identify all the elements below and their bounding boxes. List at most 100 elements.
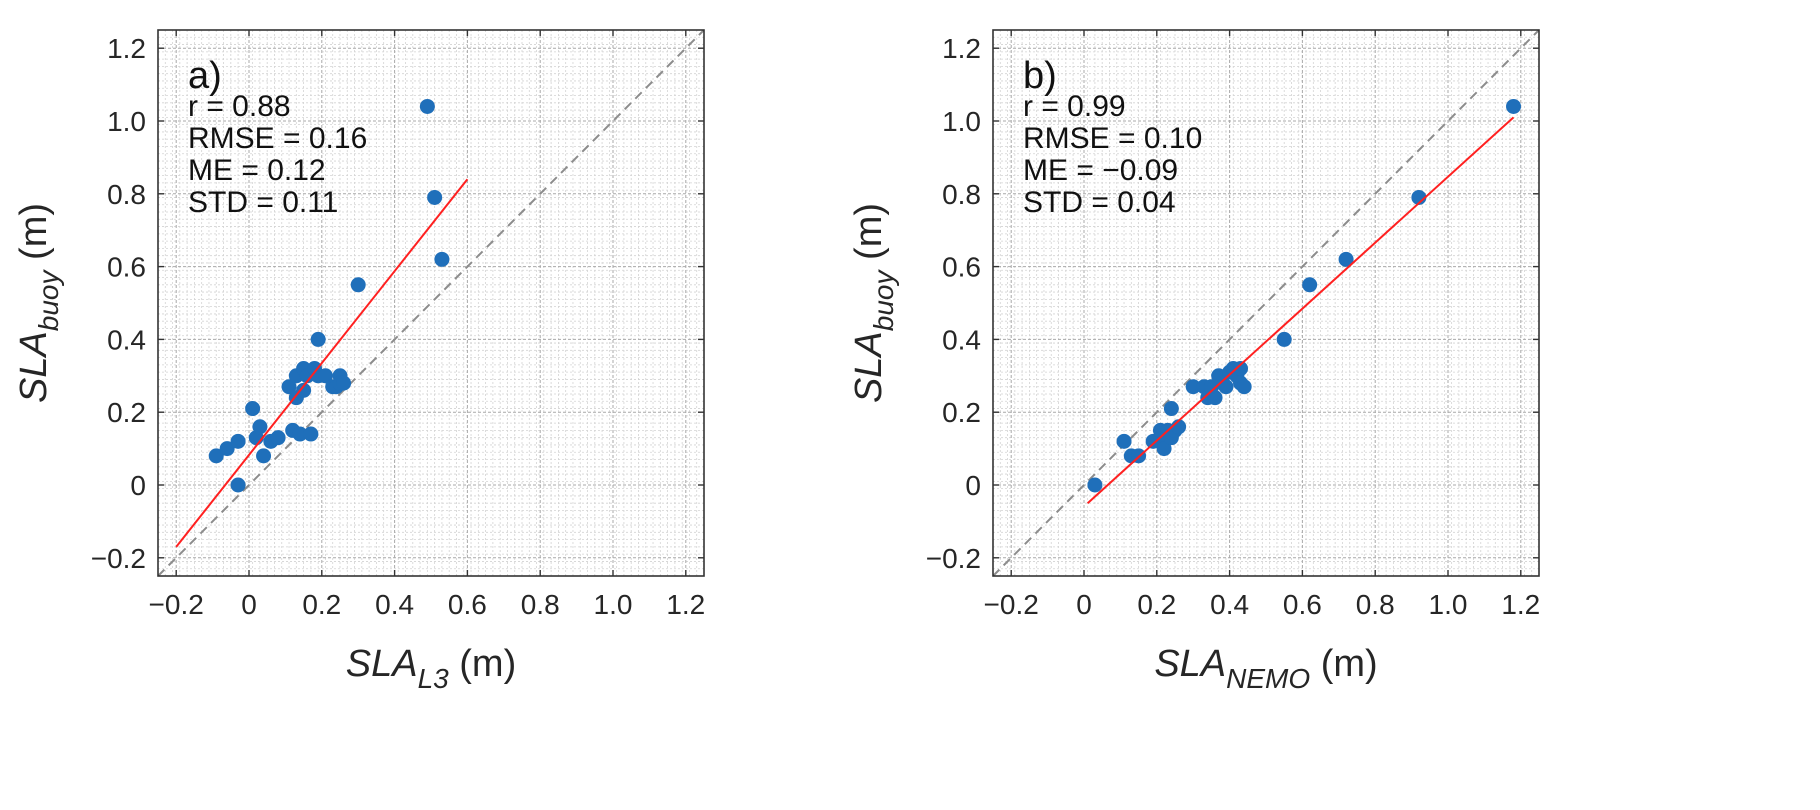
x-tick-label: 0.2	[1137, 589, 1176, 620]
y-tick-label: 0.6	[107, 252, 146, 283]
axes-frame	[992, 29, 1540, 577]
y-axis-label-subscript: buoy	[868, 268, 899, 331]
statistic-text: ME = −0.09	[1023, 154, 1178, 187]
data-point	[317, 368, 333, 384]
x-tick-label: 0.6	[1283, 589, 1322, 620]
x-tick-label: 1.0	[594, 589, 633, 620]
data-point	[296, 382, 312, 398]
y-tick-label: 0.2	[942, 397, 981, 428]
x-axis-label: SLANEMO (m)	[1154, 643, 1377, 694]
data-point	[1506, 98, 1522, 114]
data-point	[303, 426, 319, 442]
x-axis-label-subscript: L3	[418, 663, 450, 694]
x-axis-label-subscript: NEMO	[1226, 663, 1310, 694]
data-points	[1087, 98, 1522, 493]
one-to-one-reference-line	[992, 29, 1540, 577]
one-to-one-reference-line	[157, 29, 705, 577]
minor-grid	[157, 29, 705, 577]
x-tick-label: −0.2	[984, 589, 1039, 620]
statistic-text: r = 0.99	[1023, 90, 1126, 123]
panel-b-scatter-plot: −0.2−0.2 0 0 0.2 0.2 0.4 0.4 0.6 0.6 0.8 0.8 1.0 1.0…	[848, 29, 1540, 694]
y-axis-label: SLAbuoy (m)	[13, 203, 64, 403]
y-axis-label-main: SLA	[848, 331, 890, 403]
statistic-text: r = 0.88	[188, 90, 291, 123]
regression-fit-line	[175, 178, 469, 548]
x-axis-label: SLAL3 (m)	[346, 643, 517, 694]
panel-a-scatter-plot: −0.2−0.2 0 0 0.2 0.2 0.4 0.4 0.6 0.6 0.8 0.8 1.0 1.0…	[13, 29, 705, 694]
data-point	[256, 448, 272, 464]
y-tick-label: 1.0	[107, 106, 146, 137]
statistic-text: STD = 0.04	[1023, 186, 1176, 219]
data-point	[336, 375, 352, 391]
data-point	[427, 189, 443, 205]
statistic-text: RMSE = 0.16	[188, 122, 367, 155]
x-tick-label: 0	[1076, 589, 1092, 620]
y-tick-label: −0.2	[926, 543, 981, 574]
data-point	[208, 448, 224, 464]
data-point	[219, 441, 235, 457]
y-tick-label: 0.8	[942, 179, 981, 210]
data-point	[1207, 390, 1223, 406]
x-tick-label: 0.2	[302, 589, 341, 620]
y-axis-label-unit: (m)	[848, 203, 890, 271]
y-tick-label: 0.4	[942, 324, 981, 355]
y-tick-label: 0.8	[107, 179, 146, 210]
y-tick-label: 0.2	[107, 397, 146, 428]
x-tick-label: −0.2	[149, 589, 204, 620]
statistic-text: ME = 0.12	[188, 154, 326, 187]
data-point	[281, 379, 297, 395]
y-tick-label: 1.2	[942, 33, 981, 64]
data-point	[245, 401, 261, 417]
data-point	[1156, 441, 1172, 457]
x-tick-label: 0	[241, 589, 257, 620]
x-axis-label-unit: (m)	[449, 643, 517, 685]
data-point	[230, 477, 246, 493]
x-axis-label-main: SLA	[1154, 643, 1226, 685]
y-axis-label-main: SLA	[13, 331, 55, 403]
y-axis-label-unit: (m)	[13, 203, 55, 271]
major-grid	[993, 30, 1539, 576]
data-point	[1116, 433, 1132, 449]
data-point	[419, 98, 435, 114]
x-tick-label: 1.2	[1501, 589, 1540, 620]
data-point	[1185, 379, 1201, 395]
data-point	[350, 277, 366, 293]
x-tick-label: 1.2	[666, 589, 705, 620]
statistic-text: STD = 0.11	[188, 186, 338, 219]
regression-fit-line	[1086, 116, 1515, 504]
x-tick-label: 0.6	[448, 589, 487, 620]
major-grid	[158, 30, 704, 576]
y-tick-label: 0	[965, 470, 981, 501]
data-point	[1218, 379, 1234, 395]
y-tick-label: −0.2	[91, 543, 146, 574]
data-point	[230, 433, 246, 449]
data-point	[1087, 477, 1103, 493]
x-tick-label: 0.8	[1356, 589, 1395, 620]
x-tick-label: 0.4	[1210, 589, 1249, 620]
x-axis-label-main: SLA	[346, 643, 418, 685]
y-axis-label-subscript: buoy	[33, 268, 64, 331]
data-point	[434, 251, 450, 267]
x-tick-label: 0.4	[375, 589, 414, 620]
y-tick-label: 1.2	[107, 33, 146, 64]
data-point	[310, 331, 326, 347]
y-tick-label: 1.0	[942, 106, 981, 137]
y-axis-label: SLAbuoy (m)	[848, 203, 899, 403]
statistic-text: RMSE = 0.10	[1023, 122, 1202, 155]
data-point	[252, 419, 268, 435]
panel-label: b)	[1023, 55, 1057, 97]
data-point	[1302, 277, 1318, 293]
data-point	[1276, 331, 1292, 347]
x-axis-label-unit: (m)	[1310, 643, 1378, 685]
data-point	[1411, 189, 1427, 205]
data-point	[1233, 361, 1249, 377]
minor-grid	[992, 29, 1540, 577]
data-point	[1163, 401, 1179, 417]
x-tick-label: 0.8	[521, 589, 560, 620]
data-point	[270, 430, 286, 446]
data-point	[292, 426, 308, 442]
x-tick-label: 1.0	[1429, 589, 1468, 620]
data-point	[1338, 251, 1354, 267]
y-tick-label: 0.6	[942, 252, 981, 283]
y-tick-label: 0	[130, 470, 146, 501]
